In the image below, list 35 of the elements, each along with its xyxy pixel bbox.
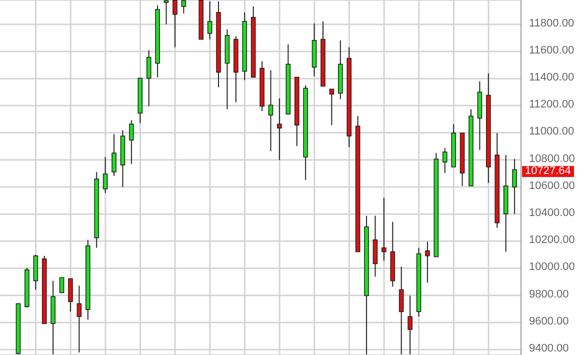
candlestick: [102, 156, 108, 194]
candlestick: [512, 158, 517, 214]
candlestick: [68, 278, 73, 312]
candlestick: [207, 0, 212, 40]
candlestick: [112, 134, 116, 177]
y-tick-label: 9400.00: [529, 342, 569, 354]
candlestick: [372, 215, 378, 278]
candlestick: [268, 70, 274, 152]
y-tick-label: 11000.00: [529, 126, 574, 138]
candlestick: [425, 241, 430, 284]
y-tick-label: 11800.00: [529, 17, 574, 30]
candlestick: [146, 50, 152, 107]
candlestick: [172, 0, 178, 48]
y-tick-label: 9600.00: [529, 315, 569, 328]
y-tick-label: 9800.00: [529, 288, 569, 300]
y-tick-label: 11200.00: [529, 98, 574, 111]
y-tick-label: 10800.00: [529, 152, 575, 165]
candlestick: [181, 0, 186, 14]
y-tick-label: 11600.00: [529, 44, 574, 56]
text: 10727.64: [522, 164, 574, 177]
y-tick-label: 10600.00: [529, 180, 575, 192]
y-tick-label: 10400.00: [529, 206, 575, 219]
candlestick: [442, 148, 448, 174]
candlestick: [164, 0, 169, 25]
candlestick: [59, 277, 64, 294]
candlestick: [129, 120, 134, 164]
candlestick: [398, 266, 404, 355]
candlestick: [329, 88, 334, 126]
candlestick: [382, 197, 386, 262]
y-tick-label: 11400.00: [529, 71, 574, 84]
candlestick: [76, 285, 82, 353]
candlestick: [277, 98, 282, 161]
candlestick: [408, 295, 412, 355]
y-tick-label: 10200.00: [529, 234, 575, 246]
y-tick-label: 10000.00: [529, 261, 575, 274]
